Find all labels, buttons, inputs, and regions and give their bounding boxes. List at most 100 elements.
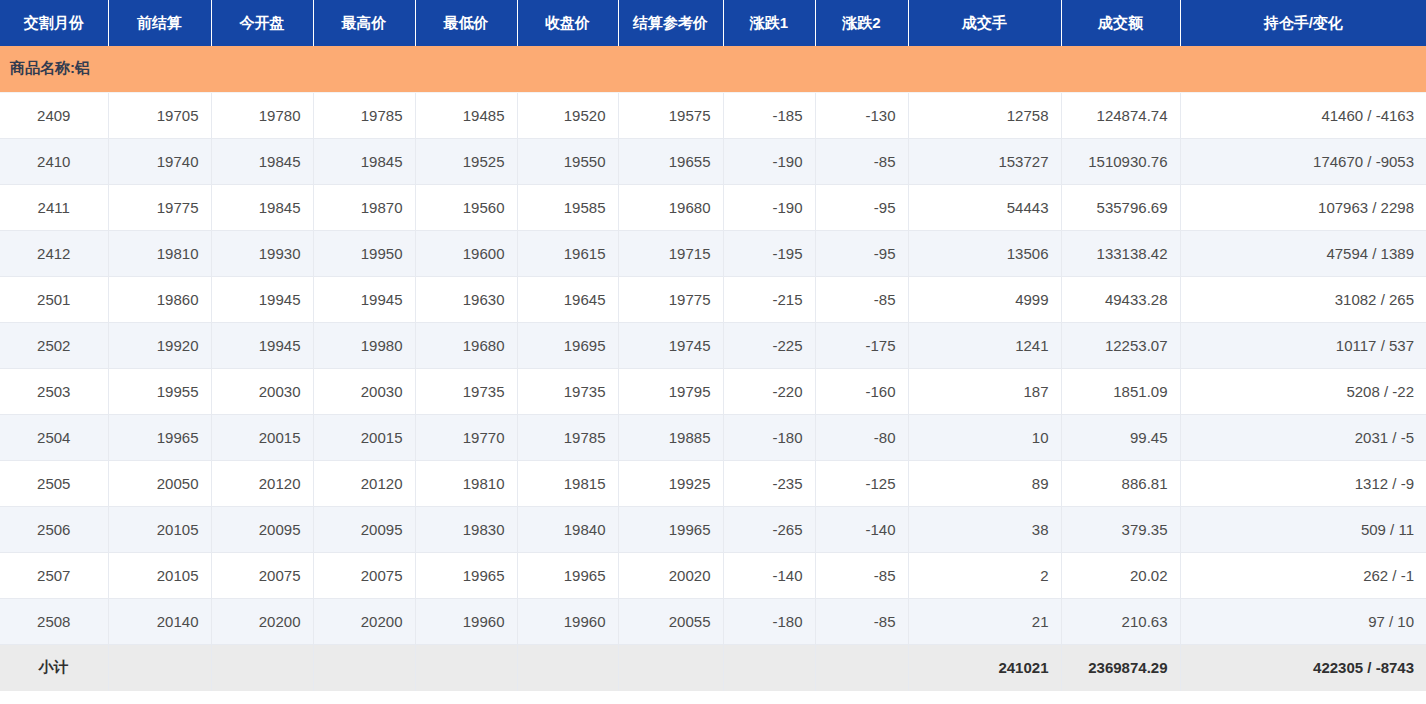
table-cell: 20030	[211, 368, 313, 414]
table-cell: 20075	[313, 552, 415, 598]
column-header-4: 最低价	[415, 0, 517, 46]
table-cell: 19745	[618, 322, 723, 368]
table-cell: 19655	[618, 138, 723, 184]
table-cell: -185	[723, 92, 815, 138]
table-cell: -140	[815, 506, 908, 552]
table-cell: 12758	[908, 92, 1061, 138]
table-cell: -95	[815, 230, 908, 276]
table-cell: 379.35	[1061, 506, 1180, 552]
table-cell: 20140	[108, 598, 211, 644]
table-cell: 19955	[108, 368, 211, 414]
table-row: 2411197751984519870195601958519680-190-9…	[0, 184, 1426, 230]
table-cell: 2031 / -5	[1180, 414, 1426, 460]
table-cell: 19950	[313, 230, 415, 276]
table-cell: -85	[815, 552, 908, 598]
column-header-5: 收盘价	[517, 0, 618, 46]
table-cell: 19885	[618, 414, 723, 460]
table-cell: 2	[908, 552, 1061, 598]
table-cell: 19740	[108, 138, 211, 184]
table-cell: 20105	[108, 506, 211, 552]
column-header-2: 今开盘	[211, 0, 313, 46]
column-header-11: 持仓手/变化	[1180, 0, 1426, 46]
table-cell: 1241	[908, 322, 1061, 368]
table-cell: 19945	[211, 276, 313, 322]
table-cell: 19980	[313, 322, 415, 368]
table-cell: -80	[815, 414, 908, 460]
delivery-month-cell: 2507	[0, 552, 108, 598]
delivery-month-cell: 2412	[0, 230, 108, 276]
table-cell: 19960	[517, 598, 618, 644]
table-cell: 509 / 11	[1180, 506, 1426, 552]
subtotal-cell: 422305 / -8743	[1180, 644, 1426, 691]
subtotal-cell	[211, 644, 313, 691]
subtotal-label: 小计	[0, 644, 108, 691]
delivery-month-cell: 2505	[0, 460, 108, 506]
table-cell: 19585	[517, 184, 618, 230]
table-cell: 262 / -1	[1180, 552, 1426, 598]
table-cell: -85	[815, 598, 908, 644]
table-cell: -85	[815, 138, 908, 184]
column-header-1: 前结算	[108, 0, 211, 46]
table-cell: 20015	[211, 414, 313, 460]
table-cell: 20120	[313, 460, 415, 506]
table-cell: -265	[723, 506, 815, 552]
table-cell: 19830	[415, 506, 517, 552]
table-cell: 19965	[517, 552, 618, 598]
table-cell: 1510930.76	[1061, 138, 1180, 184]
table-cell: 19680	[618, 184, 723, 230]
table-cell: -140	[723, 552, 815, 598]
table-cell: -220	[723, 368, 815, 414]
table-cell: 19560	[415, 184, 517, 230]
table-cell: 535796.69	[1061, 184, 1180, 230]
table-cell: 19780	[211, 92, 313, 138]
table-cell: 210.63	[1061, 598, 1180, 644]
table-cell: 19925	[618, 460, 723, 506]
table-cell: -190	[723, 138, 815, 184]
table-row: 2504199652001520015197701978519885-180-8…	[0, 414, 1426, 460]
table-cell: 13506	[908, 230, 1061, 276]
table-cell: 19920	[108, 322, 211, 368]
table-cell: -125	[815, 460, 908, 506]
table-cell: 54443	[908, 184, 1061, 230]
table-cell: -195	[723, 230, 815, 276]
table-cell: 20055	[618, 598, 723, 644]
table-cell: 19810	[415, 460, 517, 506]
table-cell: 19840	[517, 506, 618, 552]
table-cell: 21	[908, 598, 1061, 644]
table-cell: 20.02	[1061, 552, 1180, 598]
table-cell: -180	[723, 598, 815, 644]
table-cell: 886.81	[1061, 460, 1180, 506]
delivery-month-cell: 2411	[0, 184, 108, 230]
table-cell: 19965	[618, 506, 723, 552]
subtotal-cell	[815, 644, 908, 691]
table-cell: 19705	[108, 92, 211, 138]
column-header-8: 涨跌2	[815, 0, 908, 46]
column-header-7: 涨跌1	[723, 0, 815, 46]
table-row: 2502199201994519980196801969519745-225-1…	[0, 322, 1426, 368]
table-cell: -160	[815, 368, 908, 414]
table-cell: 19485	[415, 92, 517, 138]
table-cell: 5208 / -22	[1180, 368, 1426, 414]
table-cell: 20015	[313, 414, 415, 460]
table-row: 2410197401984519845195251955019655-190-8…	[0, 138, 1426, 184]
delivery-month-cell: 2508	[0, 598, 108, 644]
table-cell: 19860	[108, 276, 211, 322]
subtotal-row: 小计2410212369874.29422305 / -8743	[0, 644, 1426, 691]
subtotal-cell	[415, 644, 517, 691]
table-cell: 174670 / -9053	[1180, 138, 1426, 184]
table-cell: 49433.28	[1061, 276, 1180, 322]
table-cell: 19520	[517, 92, 618, 138]
table-cell: 187	[908, 368, 1061, 414]
table-cell: 19575	[618, 92, 723, 138]
table-cell: 19810	[108, 230, 211, 276]
table-cell: 19645	[517, 276, 618, 322]
quotes-screen: 交割月份前结算今开盘最高价最低价收盘价结算参考价涨跌1涨跌2成交手成交额持仓手/…	[0, 0, 1426, 704]
table-cell: -235	[723, 460, 815, 506]
table-cell: -175	[815, 322, 908, 368]
table-cell: 19715	[618, 230, 723, 276]
table-cell: 19525	[415, 138, 517, 184]
table-cell: -85	[815, 276, 908, 322]
table-cell: 19870	[313, 184, 415, 230]
delivery-month-cell: 2504	[0, 414, 108, 460]
table-cell: 133138.42	[1061, 230, 1180, 276]
